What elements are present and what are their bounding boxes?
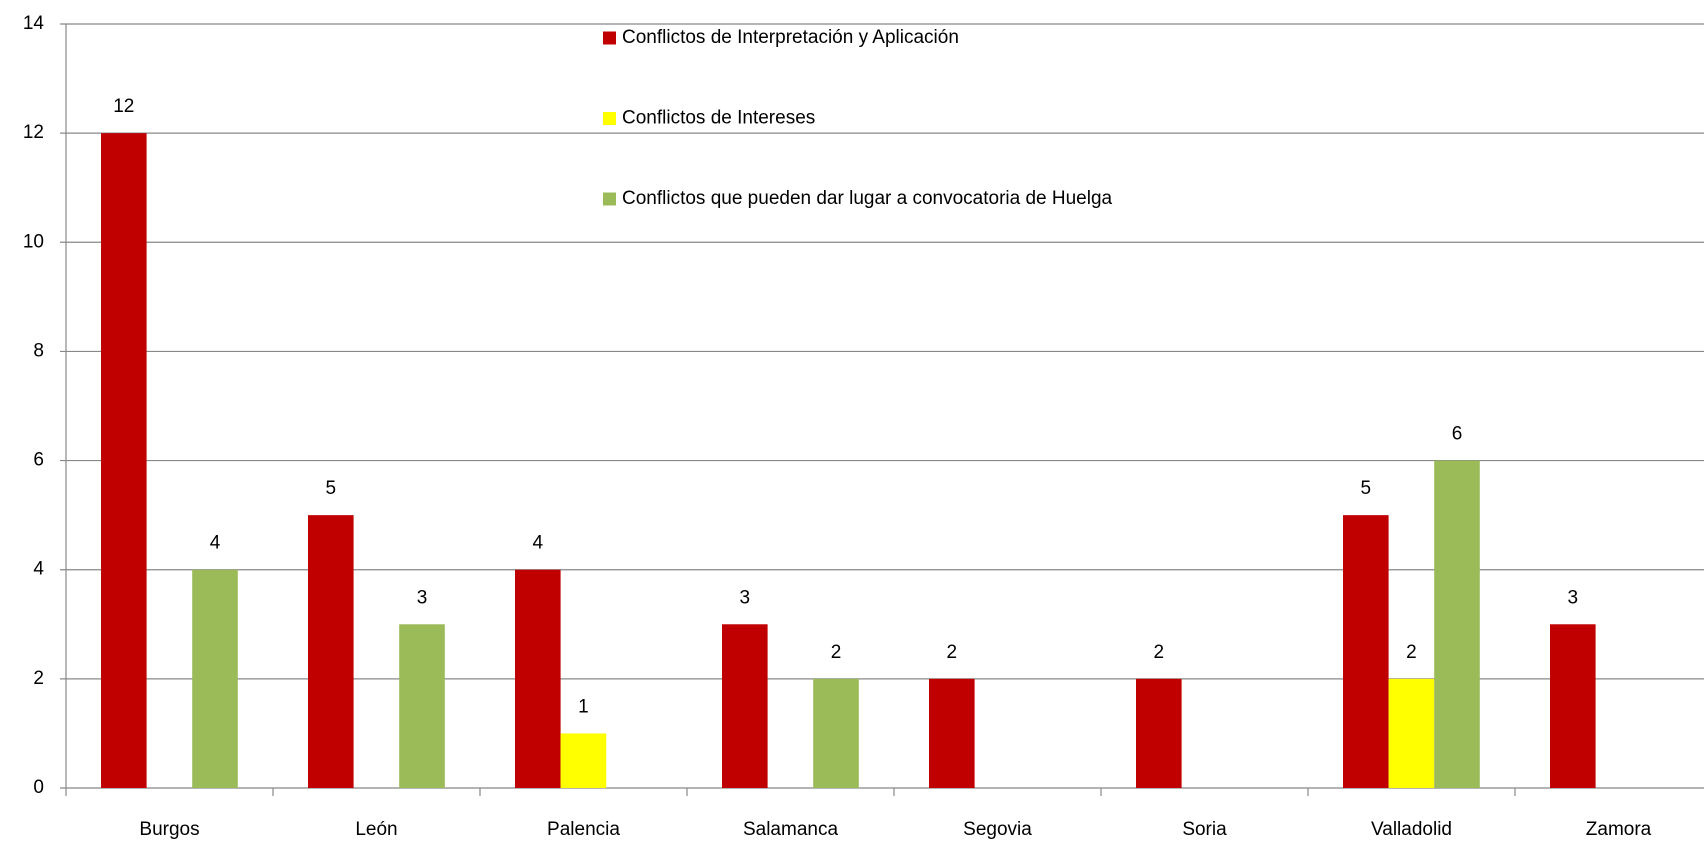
x-tick-label: Valladolid [1371, 819, 1452, 840]
legend-swatch [603, 192, 616, 206]
bar [1434, 460, 1480, 788]
legend-swatch [603, 112, 616, 125]
bar [813, 678, 859, 788]
bar [101, 133, 147, 789]
x-tick-label: Salamanca [743, 819, 838, 840]
bar [192, 569, 238, 788]
x-tick-label: Palencia [547, 819, 620, 840]
data-label: 12 [113, 96, 134, 117]
legend-label: Conflictos de Intereses [622, 108, 815, 129]
legend-label: Conflictos que pueden dar lugar a convoc… [622, 188, 1113, 209]
y-tick-label: 12 [23, 122, 44, 143]
data-label: 4 [533, 533, 544, 554]
bar [1343, 515, 1389, 788]
x-tick-label: Segovia [963, 819, 1032, 840]
y-tick-label: 2 [33, 668, 44, 689]
data-label: 2 [1406, 642, 1417, 663]
data-label: 2 [831, 642, 842, 663]
x-tick-label: Burgos [139, 819, 199, 840]
data-label: 2 [1154, 642, 1165, 663]
data-label: 3 [417, 587, 428, 608]
bar [1388, 678, 1435, 788]
bar [1550, 624, 1596, 788]
y-tick-label: 6 [33, 450, 44, 471]
data-label: 3 [1568, 587, 1579, 608]
y-tick-label: 4 [33, 559, 44, 580]
data-label: 6 [1452, 424, 1463, 445]
bar [560, 733, 607, 788]
legend-label: Conflictos de Interpretación y Aplicació… [622, 27, 959, 48]
x-tick-label: Soria [1182, 819, 1227, 840]
data-label: 4 [210, 533, 221, 554]
y-tick-label: 14 [23, 13, 45, 34]
bar [308, 515, 354, 788]
bar [722, 624, 768, 788]
bar [399, 624, 445, 788]
legend-swatch [603, 31, 616, 45]
y-tick-label: 10 [23, 231, 44, 252]
bar [1136, 678, 1182, 788]
data-label: 5 [1361, 478, 1372, 499]
x-tick-label: Zamora [1586, 819, 1652, 840]
y-tick-label: 8 [33, 340, 44, 361]
y-tick-label: 0 [33, 777, 44, 798]
data-label: 3 [740, 587, 751, 608]
data-label: 1 [578, 696, 589, 717]
data-label: 5 [326, 478, 337, 499]
data-label: 2 [947, 642, 958, 663]
bar [929, 678, 975, 788]
bar [515, 569, 561, 788]
x-tick-label: León [355, 819, 397, 840]
